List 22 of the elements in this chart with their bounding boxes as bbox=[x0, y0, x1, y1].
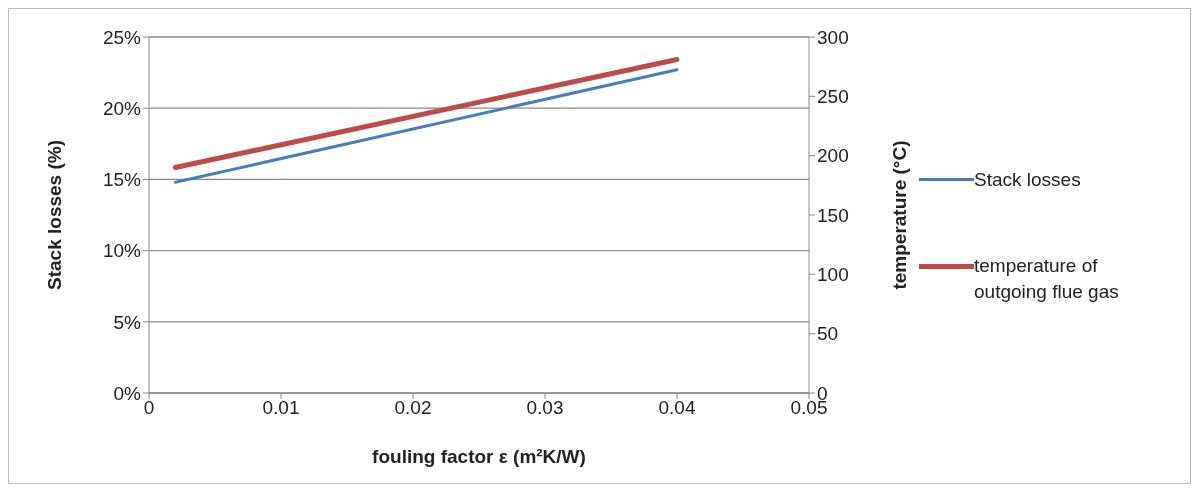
legend-label: Stack losses bbox=[974, 168, 1081, 192]
legend-label: temperature of outgoing flue gas bbox=[974, 254, 1120, 304]
x-tick-label: 0.01 bbox=[262, 397, 300, 419]
y-tick-label: 0% bbox=[113, 382, 142, 404]
y2-axis-title: temperature (°C) bbox=[888, 140, 910, 290]
y2-tick-label: 150 bbox=[817, 204, 849, 226]
y-tick-label: 10% bbox=[102, 240, 142, 262]
y2-tick-label: 300 bbox=[817, 26, 849, 48]
y-tick-label: 5% bbox=[113, 311, 142, 333]
y2-tick-label: 50 bbox=[817, 323, 839, 345]
y2-tick-label: 250 bbox=[817, 86, 849, 108]
y-tick-label: 25% bbox=[102, 26, 142, 48]
y-axis-title: Stack losses (%) bbox=[43, 140, 65, 290]
y-tick-label: 15% bbox=[102, 169, 142, 191]
x-tick-label: 0.03 bbox=[526, 397, 564, 419]
y2-tick-label: 200 bbox=[817, 145, 849, 167]
x-tick-label: 0 bbox=[143, 397, 155, 419]
x-axis-title: fouling factor ε (m²K/W) bbox=[372, 446, 586, 467]
y-tick-label: 20% bbox=[102, 97, 142, 119]
y2-tick-label: 100 bbox=[817, 264, 849, 286]
x-tick-label: 0.02 bbox=[394, 397, 432, 419]
x-tick-label: 0.04 bbox=[658, 397, 696, 419]
